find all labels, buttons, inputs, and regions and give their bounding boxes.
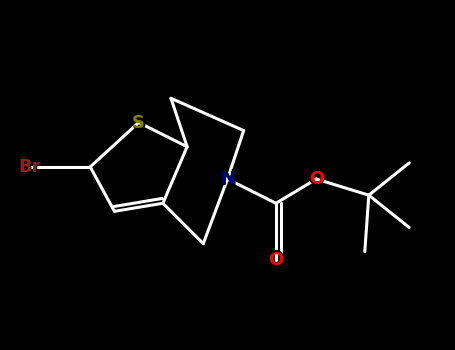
Text: Br: Br [16, 157, 43, 177]
Text: O: O [308, 169, 325, 189]
Text: O: O [308, 170, 324, 188]
Text: O: O [267, 250, 285, 270]
Text: Br: Br [18, 158, 41, 176]
Text: S: S [131, 112, 146, 133]
Text: O: O [268, 251, 283, 269]
Text: N: N [219, 169, 236, 189]
Text: N: N [220, 170, 235, 188]
Text: S: S [132, 113, 145, 132]
